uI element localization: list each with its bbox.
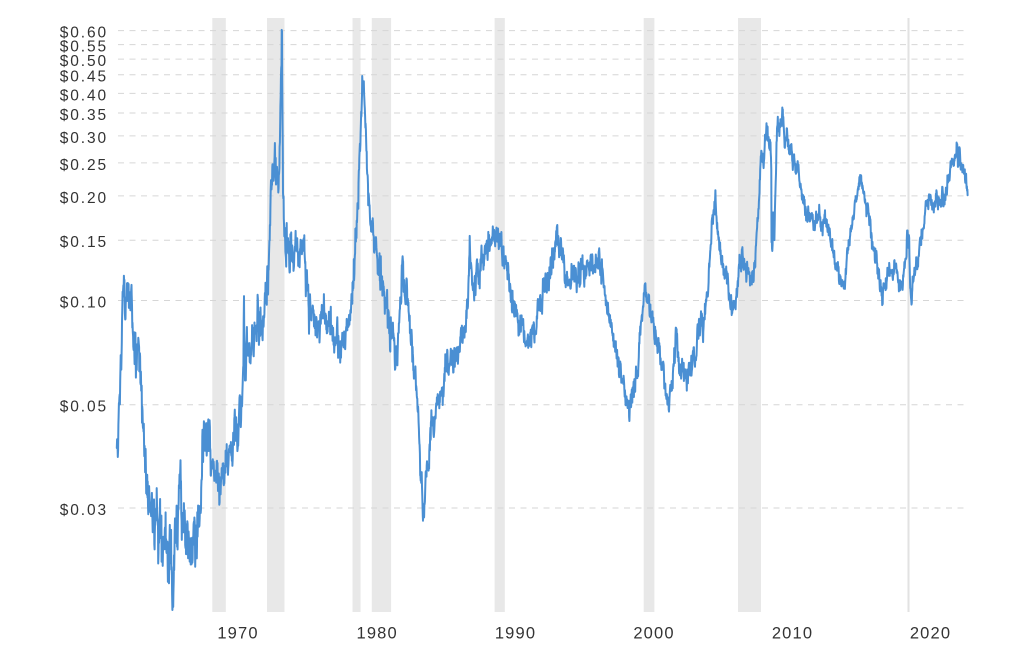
svg-text:$0.25: $0.25 [60,157,108,174]
svg-text:2020: 2020 [910,625,951,643]
svg-text:2000: 2000 [633,625,674,643]
svg-text:2010: 2010 [772,625,813,643]
svg-text:1980: 1980 [357,625,398,643]
svg-text:$0.45: $0.45 [60,69,108,86]
svg-text:1970: 1970 [217,625,258,643]
svg-text:$0.60: $0.60 [60,25,108,42]
svg-text:$0.15: $0.15 [60,234,108,251]
svg-text:$0.20: $0.20 [60,190,108,207]
svg-text:$0.10: $0.10 [60,295,108,312]
svg-text:$0.55: $0.55 [60,39,108,56]
svg-text:$0.50: $0.50 [60,53,108,70]
svg-text:1990: 1990 [495,625,536,643]
svg-text:$0.30: $0.30 [60,130,108,147]
svg-text:$0.35: $0.35 [60,107,108,124]
svg-text:$0.05: $0.05 [60,399,108,416]
svg-text:$0.40: $0.40 [60,87,108,104]
svg-text:$0.03: $0.03 [60,502,108,519]
